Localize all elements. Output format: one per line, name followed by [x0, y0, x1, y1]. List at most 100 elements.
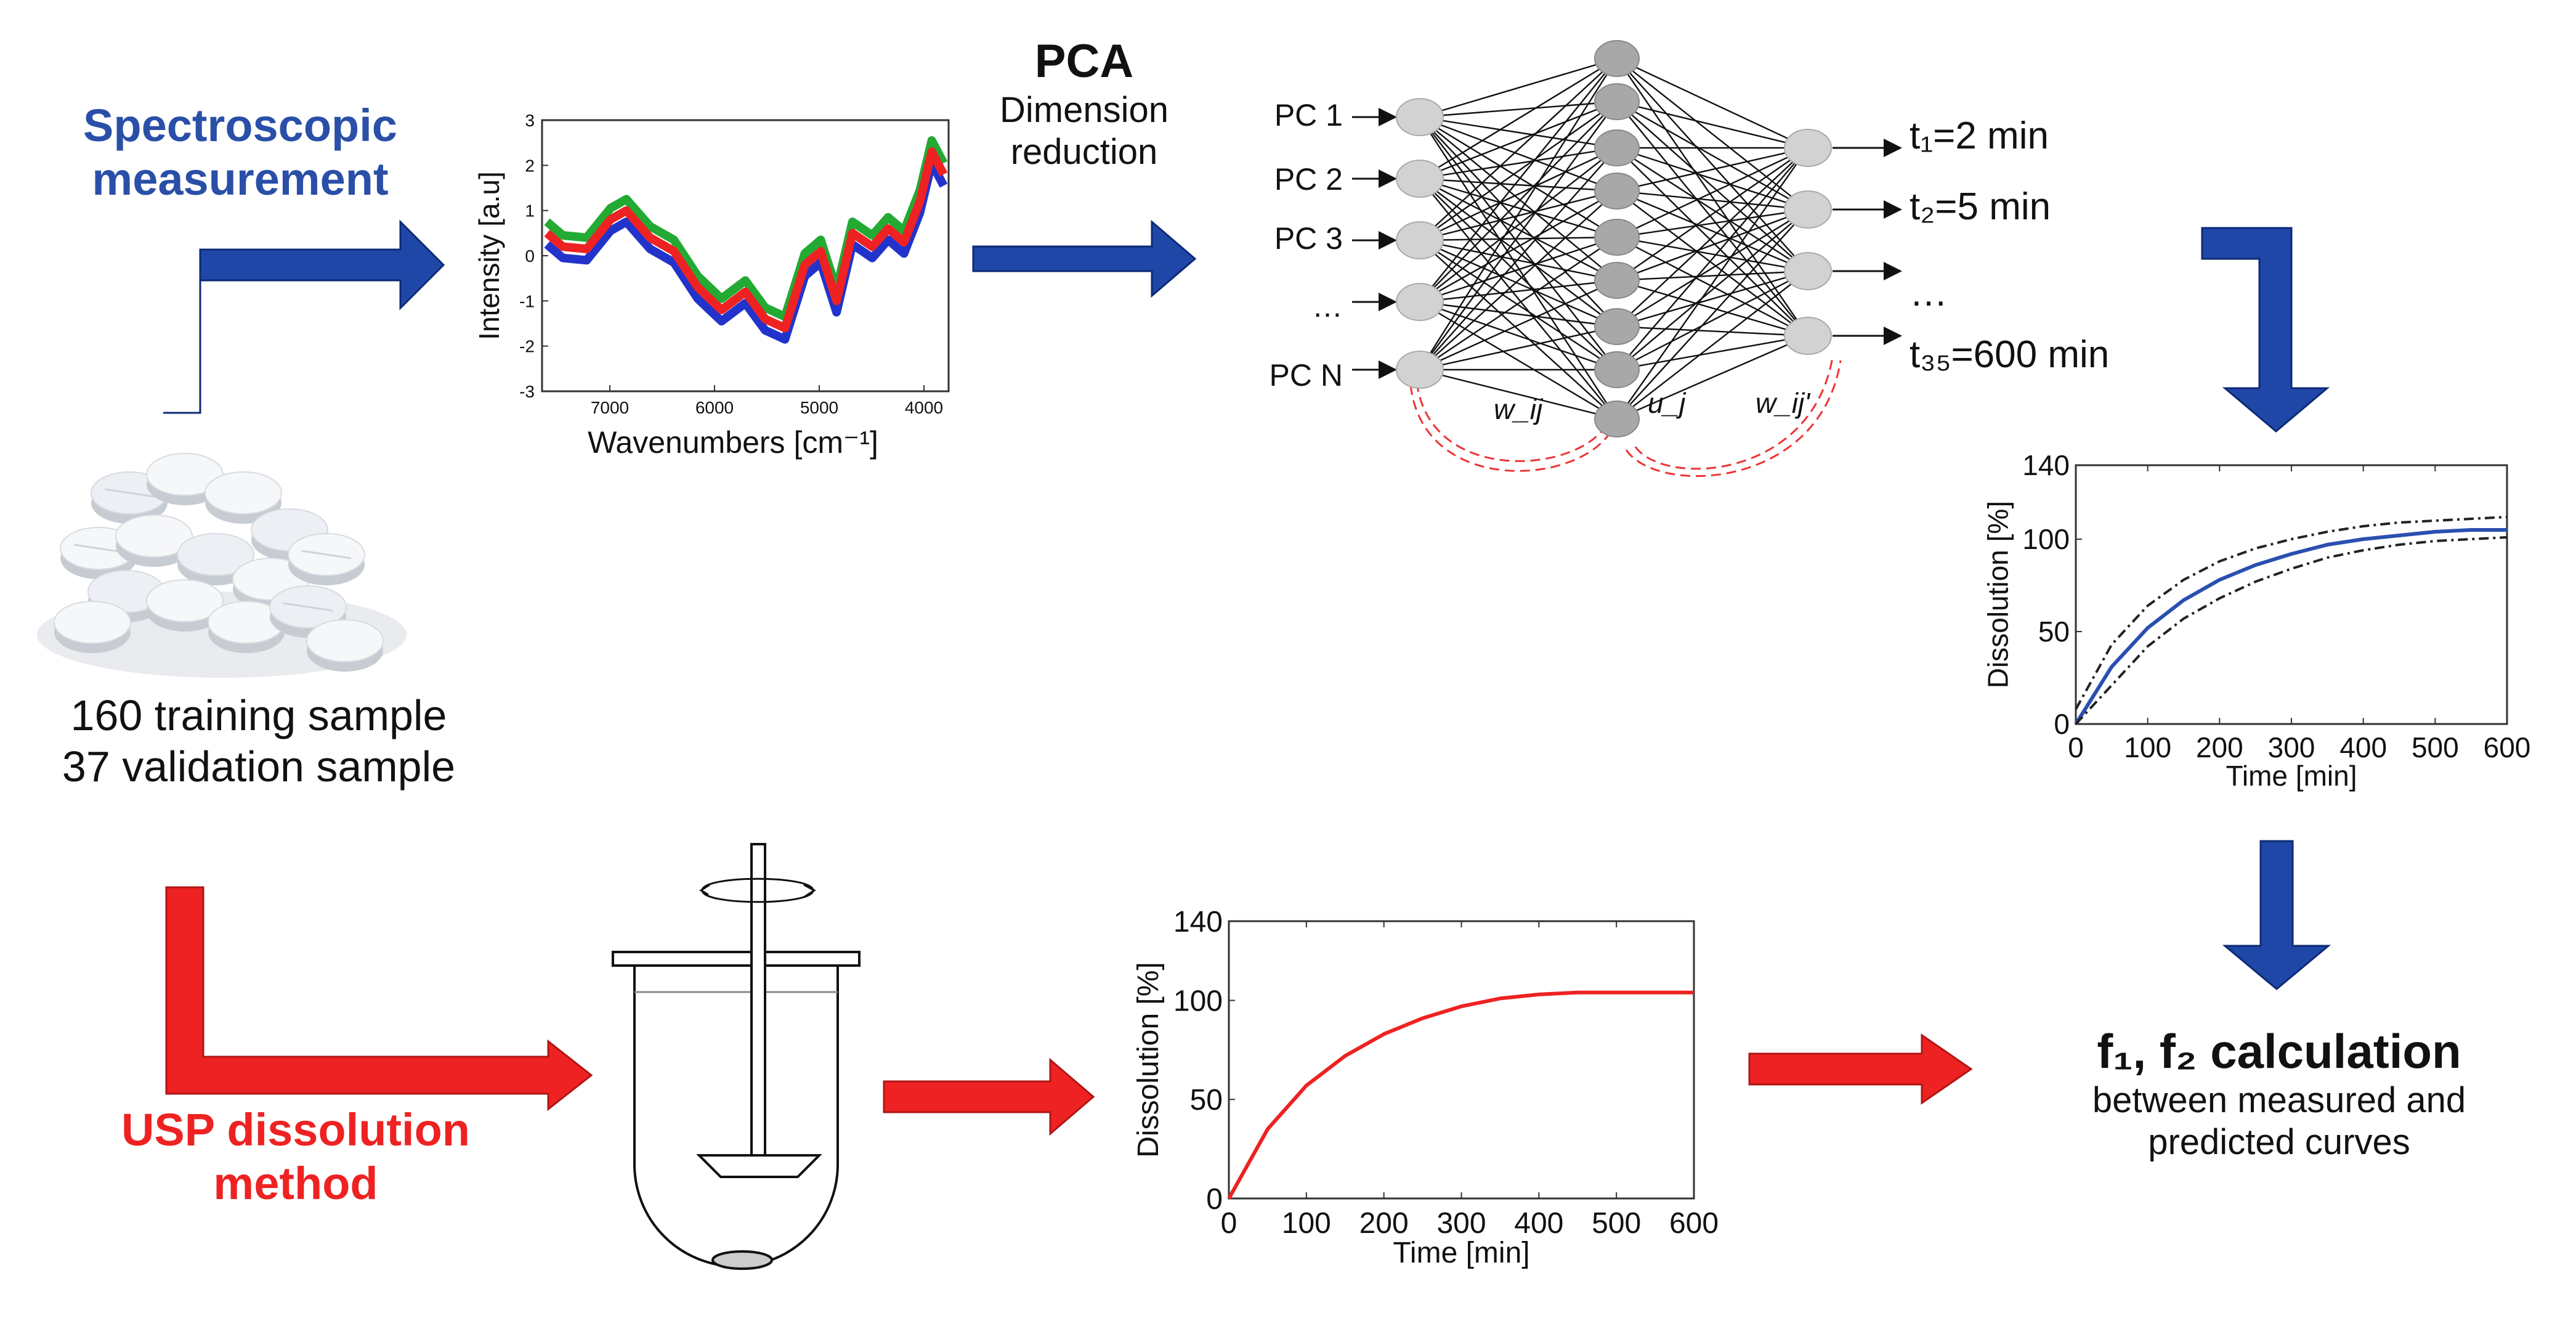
- predicted-dissolution-chart: 0 100 200 300 400 500 600 0 50 100 140 Time [min] Di…: [1982, 449, 2531, 792]
- chart-frame: [1228, 920, 1695, 1200]
- network-edge: [1616, 209, 1808, 370]
- network-edge: [1419, 116, 1618, 281]
- network-edge: [1616, 271, 1808, 420]
- network-edge: [1616, 335, 1808, 371]
- network-edge: [1616, 236, 1808, 337]
- f-calculation-label: f₁, f₂ calculation between measured and …: [2014, 1023, 2544, 1164]
- spectrum-plot: 3 2 1 0 -1 -2 -3 7000 6000 5000 4000 Intensity [a…: [473, 111, 950, 460]
- network-edge: [1616, 147, 1808, 238]
- y-tick-label: 100: [2022, 523, 2070, 555]
- training-count: 160 training sample: [70, 691, 447, 739]
- network-feedback-loops: [1409, 357, 1842, 477]
- red-arrow-to-calc: [1748, 1033, 1973, 1105]
- x-tick-label: 500: [1592, 1207, 1641, 1240]
- spectrum-y-ticks: 3 2 1 0 -1 -2 -3: [519, 111, 548, 401]
- network-edge: [1419, 58, 1618, 303]
- weight-label-out: w_ij': [1756, 387, 1811, 419]
- network-edge: [1419, 101, 1618, 303]
- hidden-node: [1594, 173, 1640, 209]
- spectrum-xtick-label: 5000: [800, 398, 838, 417]
- output-label-2: t₂=5 min: [1910, 185, 2051, 228]
- network-edge: [1419, 190, 1618, 242]
- x-tick-label: 200: [2196, 731, 2243, 763]
- red-arrow-to-chart: [883, 1057, 1095, 1136]
- x-tick-label: 300: [2268, 731, 2315, 763]
- network-edge: [1616, 100, 1808, 149]
- x-tick-label: 500: [2412, 731, 2459, 763]
- x-tick-label: 400: [2339, 731, 2387, 763]
- network-edge: [1419, 301, 1618, 420]
- blue-elbow-arrow-down: [2201, 227, 2330, 433]
- network-edge: [1419, 116, 1618, 238]
- spectrum-y-label: Intensity [a.u]: [473, 171, 505, 340]
- y-tick-label: 0: [2054, 708, 2070, 740]
- network-edge: [1616, 209, 1808, 420]
- network-edge: [1419, 301, 1618, 328]
- tablet: [146, 579, 224, 622]
- network-edge: [1419, 279, 1618, 371]
- network-edge: [1419, 57, 1618, 180]
- spectrum-series-line: [544, 147, 948, 333]
- network-edge: [1419, 178, 1618, 420]
- sample-counts: 160 training sample 37 validation sample: [6, 690, 511, 792]
- network-edge: [1419, 325, 1618, 371]
- network-edge: [1616, 236, 1808, 272]
- network-edge: [1616, 270, 1808, 371]
- spectrum-ytick-label: -1: [519, 291, 535, 311]
- tablet-score: [283, 602, 333, 612]
- network-edge: [1616, 208, 1808, 328]
- network-edge: [1616, 147, 1808, 420]
- series-line-predicted: [2074, 528, 2507, 725]
- validation-count: 37 validation sample: [62, 742, 456, 791]
- usp-line2: method: [213, 1158, 378, 1210]
- spectroscopic-line2: measurement: [92, 153, 389, 205]
- network-edge: [1616, 208, 1808, 282]
- spectrum-series-line: [544, 136, 948, 321]
- spectrum-frame: [541, 119, 950, 393]
- hidden-node: [1594, 129, 1640, 166]
- x-tick-label: 600: [1669, 1207, 1719, 1240]
- x-tick-label: 100: [1282, 1207, 1331, 1240]
- spectrum-ytick-label: 3: [525, 111, 535, 130]
- pca-sub2: reduction: [1010, 132, 1158, 173]
- network-edge: [1616, 101, 1808, 336]
- neural-network: w_ij u_j w_ij': [1352, 40, 1902, 477]
- tablet-score: [301, 550, 352, 559]
- tablets-image: [37, 453, 407, 678]
- input-node: [1396, 98, 1444, 136]
- tablet: [54, 601, 131, 644]
- spectrum-x-ticks: 7000 6000 5000 4000: [591, 385, 943, 417]
- f-calc-sub2: predicted curves: [2148, 1122, 2410, 1163]
- spectrum-xtick-label: 4000: [905, 398, 943, 417]
- network-edge: [1616, 58, 1808, 272]
- network-edge: [1419, 147, 1618, 242]
- network-edge: [1616, 101, 1808, 272]
- x-tick-label: 200: [1359, 1207, 1409, 1240]
- network-edge: [1616, 57, 1808, 149]
- network-edge: [1419, 116, 1618, 149]
- network-connections: [1419, 57, 1808, 420]
- y-tick-label: 100: [1173, 985, 1223, 1017]
- input-label-4: …: [1312, 289, 1343, 323]
- network-edge: [1616, 147, 1808, 370]
- spectrum-series-line: [544, 158, 948, 344]
- series-line-lower-bound: [2075, 536, 2508, 725]
- network-edge: [1419, 178, 1618, 327]
- network-edge: [1419, 368, 1618, 420]
- series-line-measured: [1227, 990, 1694, 1200]
- output-label-3: …: [1910, 272, 1948, 314]
- output-label-4: t₃₅=600 min: [1910, 333, 2110, 376]
- network-edge: [1419, 100, 1618, 180]
- spectrum-ytick-label: -3: [519, 382, 535, 401]
- network-edge: [1419, 116, 1618, 327]
- network-edge: [1419, 236, 1618, 303]
- network-edge: [1616, 147, 1808, 336]
- pca-sub1: Dimension: [1000, 89, 1169, 130]
- spectroscopic-heading: Spectroscopic measurement: [37, 99, 444, 206]
- input-label-5: PC N: [1269, 358, 1343, 393]
- f-calc-sub1: between measured and: [2092, 1080, 2466, 1121]
- x-tick-label: 400: [1514, 1207, 1563, 1240]
- output-node: [1784, 129, 1832, 167]
- blue-arrow-to-network: [972, 219, 1197, 298]
- spectrum-xtick-label: 7000: [591, 398, 629, 417]
